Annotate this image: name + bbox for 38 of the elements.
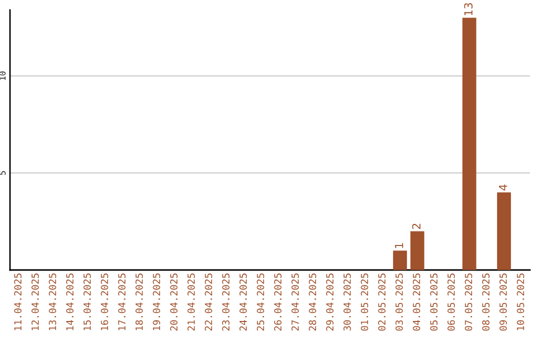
x-tick-label: 07.05.2025: [464, 274, 472, 331]
x-tick-label: 30.04.2025: [343, 274, 351, 331]
x-tick-label: 27.04.2025: [291, 274, 299, 331]
x-tick-label: 28.04.2025: [308, 274, 316, 331]
bar: [410, 231, 424, 270]
data-label: 1: [394, 243, 404, 248]
x-tick-label: 17.04.2025: [118, 274, 126, 330]
x-tick-label: 23.04.2025: [222, 274, 230, 331]
bar: [393, 250, 407, 270]
bar: [462, 18, 476, 270]
x-tick-label: 16.04.2025: [100, 274, 108, 330]
x-tick-label: 06.05.2025: [447, 274, 455, 331]
x-tick-label: 03.05.2025: [395, 274, 403, 331]
x-tick-label: 20.04.2025: [170, 274, 178, 331]
x-tick-label: 08.05.2025: [482, 274, 490, 331]
x-tick-label: 04.05.2025: [412, 274, 420, 331]
data-label: 4: [498, 184, 508, 190]
x-tick-label: 09.05.2025: [499, 274, 507, 331]
x-tick-label: 19.04.2025: [152, 274, 160, 330]
bar: [497, 192, 511, 270]
x-tick-label: 26.04.2025: [274, 274, 282, 331]
x-tick-label: 21.04.2025: [187, 274, 195, 331]
x-tick-label: 01.05.2025: [360, 274, 368, 331]
x-tick-label: 22.04.2025: [204, 274, 212, 331]
x-tick-label: 18.04.2025: [135, 274, 143, 330]
x-tick-label: 12.04.2025: [31, 274, 39, 330]
x-tick-label: 24.04.2025: [239, 274, 247, 331]
x-tick-label: 11.04.2025: [14, 274, 22, 330]
x-tick-label: 15.04.2025: [83, 274, 91, 330]
data-label: 13: [464, 3, 473, 16]
x-tick-label: 10.05.2025: [516, 274, 524, 330]
x-tick-label: 14.04.2025: [66, 274, 74, 330]
x-tick-label: 13.04.2025: [48, 274, 56, 330]
x-tick-label: 02.05.2025: [378, 274, 386, 331]
x-tick-label: 25.04.2025: [256, 274, 264, 331]
x-tick-label: 29.04.2025: [326, 274, 334, 331]
x-tick-label: 05.05.2025: [430, 274, 438, 331]
data-label: 2: [412, 224, 420, 229]
